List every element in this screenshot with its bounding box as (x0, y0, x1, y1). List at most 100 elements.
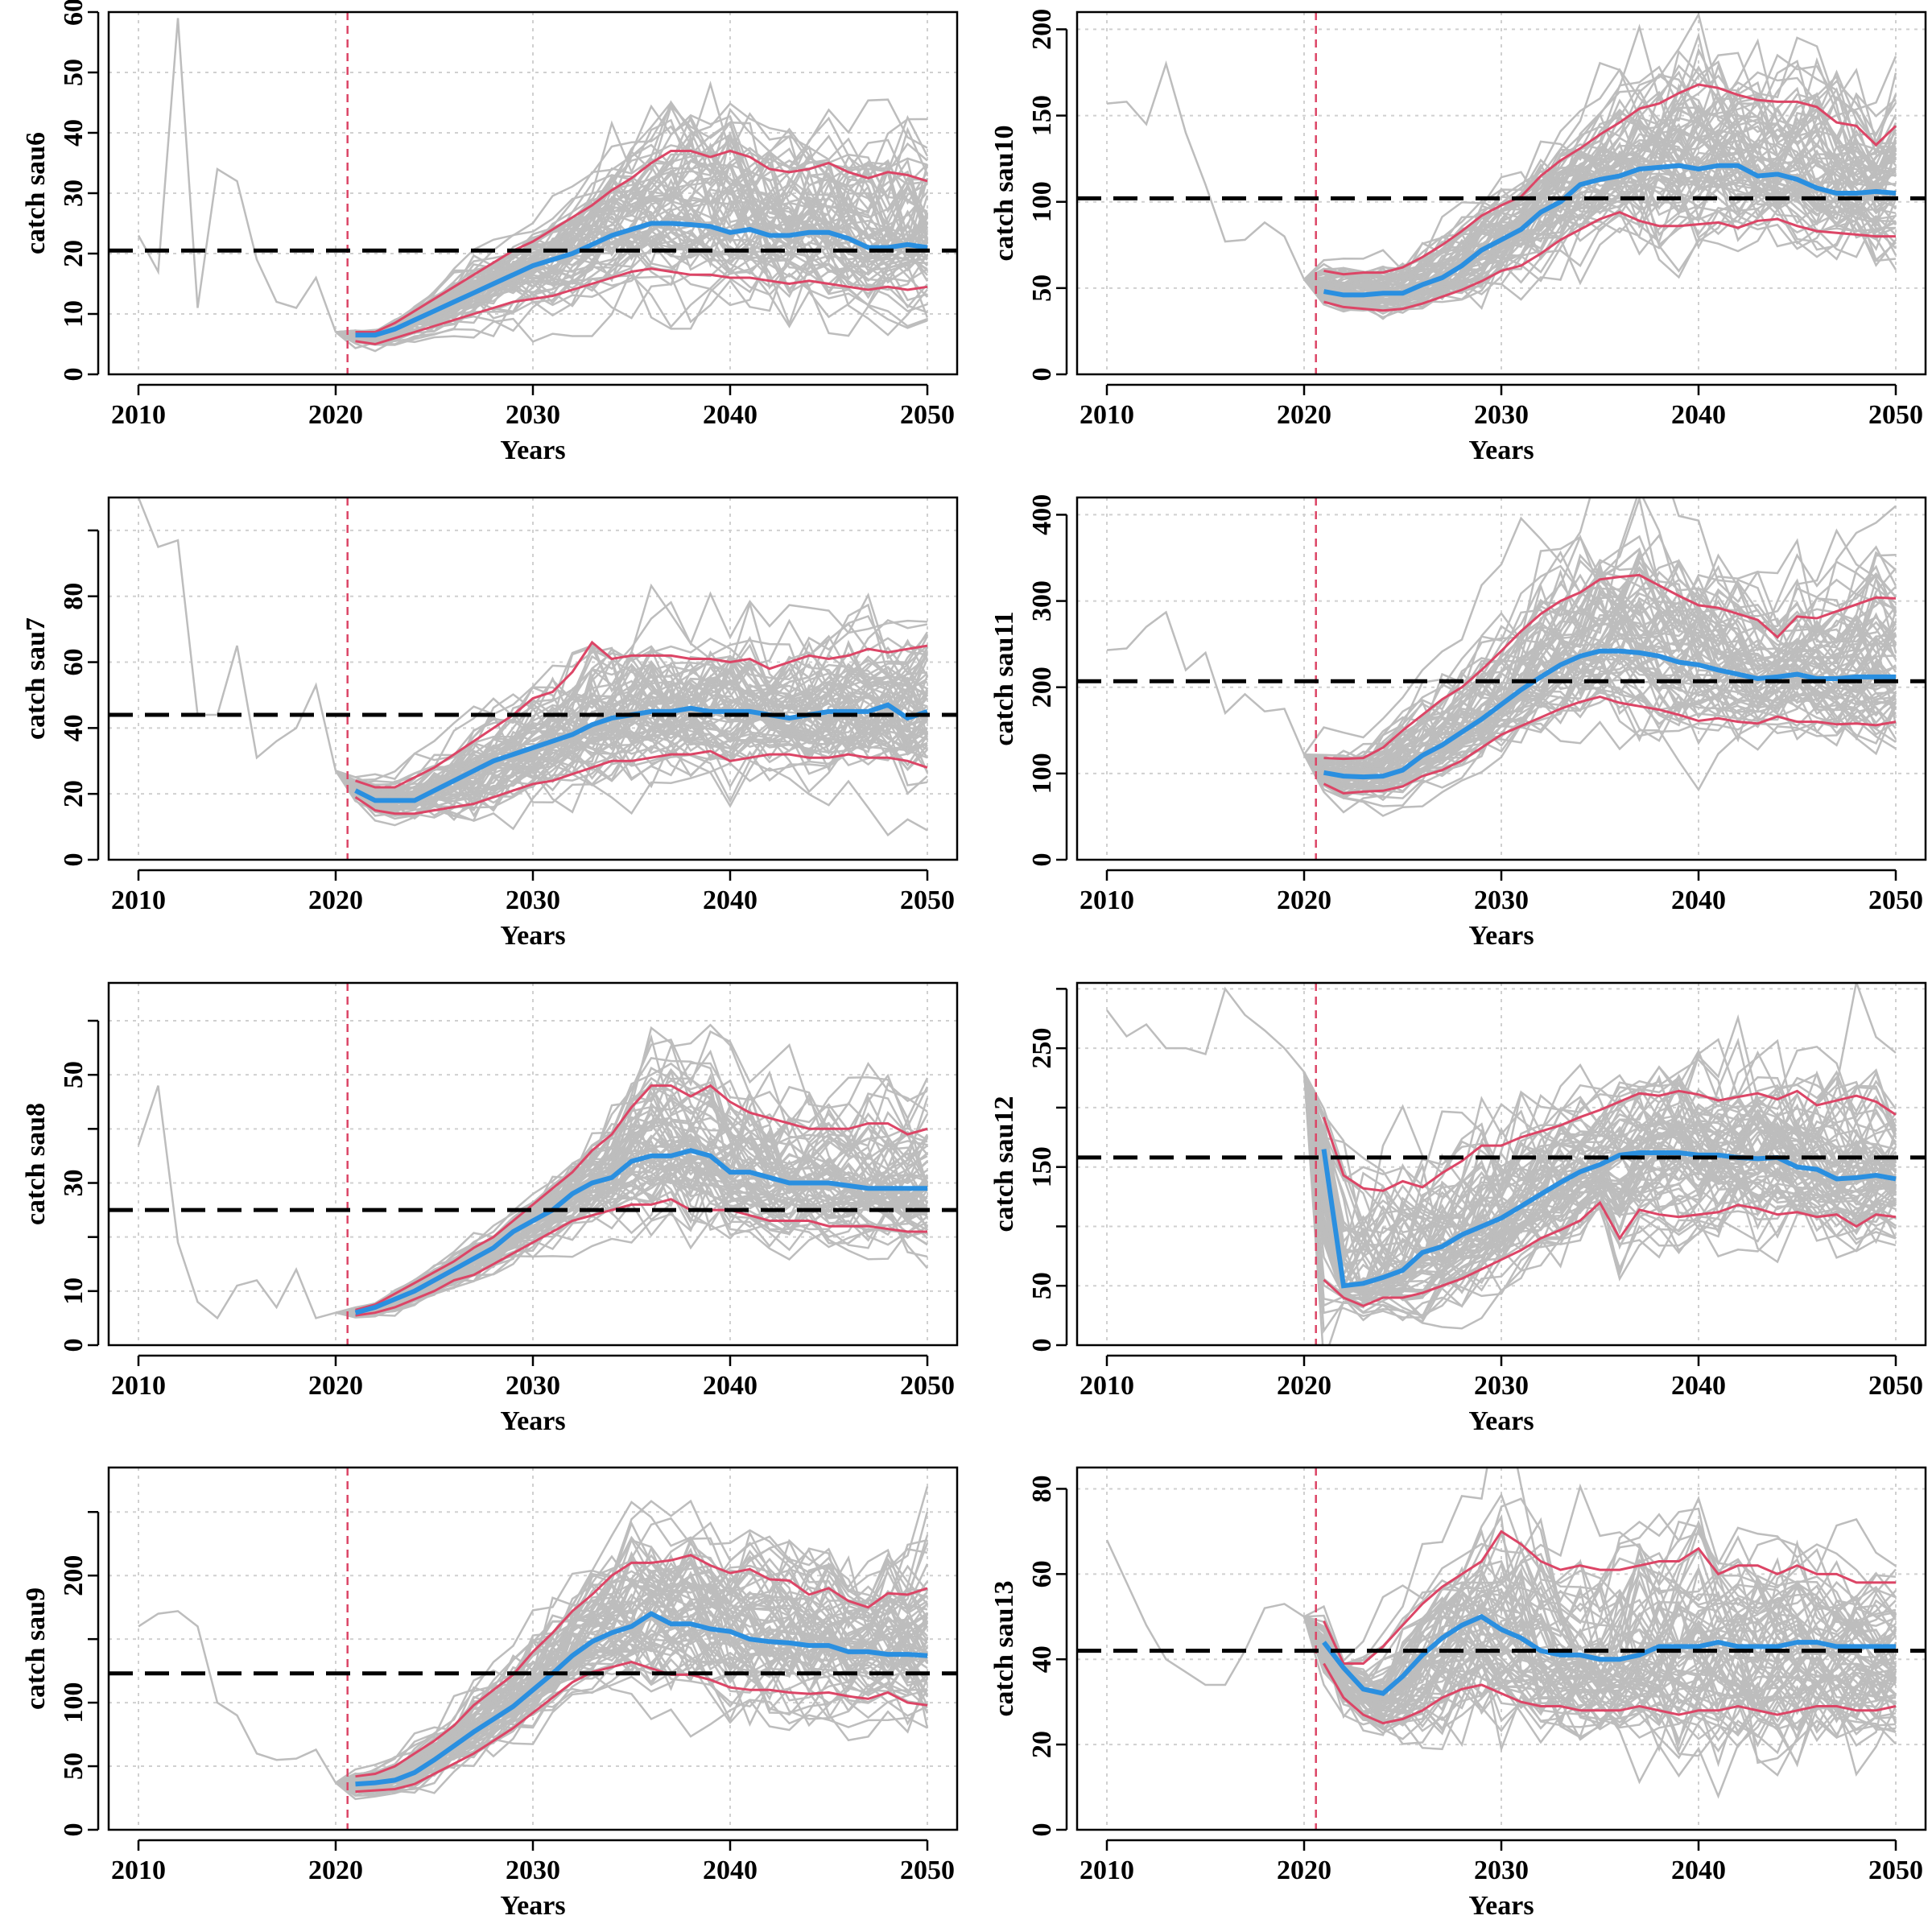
y-axis-title: catch sau13 (989, 1580, 1019, 1716)
simulation-line (1302, 497, 1897, 756)
simulation-line (1302, 1616, 1897, 1799)
plot-frame (107, 10, 959, 376)
x-tick-label: 2050 (900, 1856, 955, 1885)
plot-frame (107, 981, 959, 1347)
median-line (1321, 1149, 1897, 1289)
y-tick-label: 0 (59, 1823, 89, 1837)
history-line (1106, 610, 1306, 755)
x-axis-title: Years (500, 921, 565, 951)
plot-area (1077, 12, 1926, 374)
x-tick-label: 2010 (111, 1856, 166, 1885)
simulation-line (1302, 1071, 1897, 1314)
simulation-line (1303, 73, 1897, 296)
simulation-line (335, 1538, 929, 1784)
x-tick-label: 2030 (1474, 1371, 1529, 1401)
y-tick-label: 60 (59, 0, 89, 26)
y-axis-title: catch sau11 (989, 611, 1019, 745)
x-tick-label: 2050 (1868, 886, 1923, 915)
simulation-line (1302, 1045, 1897, 1265)
y-axis-title: catch sau6 (21, 132, 51, 254)
simulation-line (1303, 122, 1897, 297)
y-tick-label: 30 (59, 1170, 89, 1197)
simulation-line (1302, 715, 1897, 817)
x-tick-label: 2020 (1277, 886, 1331, 915)
lower-quantile-line (1323, 210, 1896, 312)
median-line (355, 221, 928, 338)
plot-frame (1075, 981, 1927, 1347)
median-line (1323, 648, 1896, 780)
simulation-line (335, 591, 928, 799)
chart-panel-1: 2010 2020 2030 2040 2050Years0102030405060ca… (21, 0, 959, 465)
simulation-line (1302, 1539, 1897, 1725)
y-axis-title: catch sau10 (989, 125, 1019, 261)
y-tick-label: 50 (59, 1752, 89, 1780)
simulation-line (1302, 1616, 1897, 1768)
y-tick-label: 0 (59, 368, 89, 382)
simulation-line (335, 145, 929, 336)
chart-panel-8: 2010 2020 2030 2040 2050Years020406080catch … (989, 1466, 1927, 1921)
plot-area (109, 983, 957, 1345)
simulation-line (1303, 640, 1897, 793)
simulation-line (1303, 61, 1897, 280)
plot-area (1077, 497, 1926, 860)
x-tick-label: 2020 (1277, 1371, 1331, 1401)
y-tick-label: 0 (1027, 853, 1057, 867)
x-tick-label: 2050 (1868, 400, 1923, 430)
x-axis-title: Years (1468, 921, 1534, 951)
simulation-line (1302, 1616, 1897, 1760)
simulation-line (335, 1096, 929, 1315)
x-axis-title: Years (1468, 1891, 1534, 1921)
x-tick-label: 2040 (703, 400, 758, 430)
plot-frame (1075, 1466, 1927, 1831)
lower-quantile-line (355, 1198, 927, 1317)
simulation-line (335, 686, 929, 807)
lower-quantile-line (355, 267, 928, 346)
y-tick-label: 150 (1027, 95, 1057, 136)
y-axis-title: catch sau8 (21, 1103, 51, 1225)
x-tick-label: 2030 (506, 886, 560, 915)
y-axis-title: catch sau9 (21, 1587, 51, 1710)
y-tick-label: 80 (59, 583, 89, 610)
y-tick-label: 50 (1027, 1272, 1057, 1299)
y-tick-label: 20 (59, 780, 89, 807)
y-tick-label: 10 (59, 1278, 89, 1305)
y-tick-label: 30 (59, 180, 89, 207)
y-tick-label: 10 (59, 300, 89, 328)
y-tick-label: 100 (1027, 753, 1057, 794)
simulation-line (335, 614, 928, 781)
x-tick-label: 2050 (1868, 1856, 1923, 1885)
y-axis-title: catch sau12 (989, 1096, 1019, 1232)
x-tick-label: 2030 (506, 1371, 560, 1401)
plot-frame (107, 496, 959, 861)
simulation-line (1302, 1071, 1897, 1290)
x-tick-label: 2040 (703, 1856, 758, 1885)
x-tick-label: 2040 (703, 1371, 758, 1401)
x-tick-label: 2030 (506, 400, 560, 430)
x-tick-label: 2010 (111, 886, 166, 915)
simulation-line (335, 1095, 928, 1314)
history-line (137, 497, 337, 771)
x-tick-label: 2040 (703, 886, 758, 915)
simulation-line (334, 724, 928, 820)
y-axis-title: catch sau7 (21, 617, 51, 740)
simulation-line (1303, 12, 1897, 288)
x-tick-label: 2010 (111, 400, 166, 430)
simulation-line (335, 1535, 928, 1784)
y-tick-label: 0 (1027, 1339, 1057, 1352)
simulation-line (1303, 166, 1897, 300)
median-line (1322, 1613, 1896, 1696)
simulation-line (335, 683, 929, 803)
lower-quantile-line (355, 1661, 928, 1794)
chart-panel-6: 2010 2020 2030 2040 2050 Years 0 50 150 250 catch … (989, 981, 1927, 1436)
upper-quantile-line (355, 640, 928, 789)
y-tick-label: 20 (1027, 1731, 1057, 1758)
chart-panel-5: 2010 2020 2030 2040 2050 Years 0 10 30 50 catch sa… (21, 981, 959, 1436)
y-tick-label: 50 (1027, 275, 1057, 302)
simulation-line (335, 1628, 929, 1797)
lower-quantile-line (354, 749, 928, 815)
y-tick-label: 400 (1027, 494, 1057, 535)
plot-area (1077, 1468, 1926, 1830)
simulation-line (1303, 1483, 1897, 1698)
simulation-line (1303, 1540, 1897, 1702)
x-tick-label: 2010 (1080, 886, 1134, 915)
